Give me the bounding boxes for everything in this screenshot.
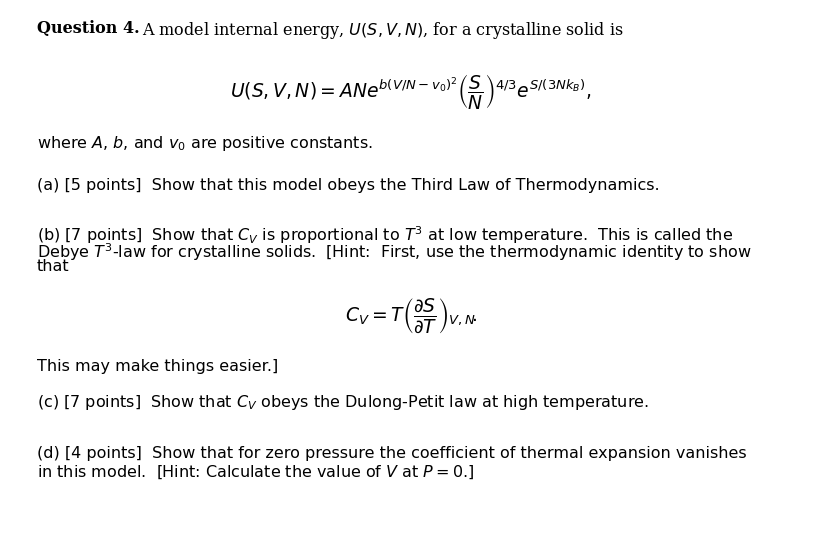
Text: in this model.  [Hint: Calculate the value of $V$ at $P = 0$.]: in this model. [Hint: Calculate the valu… [37, 463, 474, 481]
Text: (c) [7 points]  Show that $C_V$ obeys the Dulong-Petit law at high temperature.: (c) [7 points] Show that $C_V$ obeys the… [37, 393, 649, 412]
Text: Question 4.: Question 4. [37, 20, 140, 36]
Text: A model internal energy, $U(S, V, N)$, for a crystalline solid is: A model internal energy, $U(S, V, N)$, f… [132, 20, 623, 41]
Text: where $A$, $b$, and $v_0$ are positive constants.: where $A$, $b$, and $v_0$ are positive c… [37, 134, 372, 153]
Text: Debye $T^3$-law for crystalline solids.  [Hint:  First, use the thermodynamic id: Debye $T^3$-law for crystalline solids. … [37, 242, 751, 263]
Text: that: that [37, 259, 70, 274]
Text: $C_V = T \left(\dfrac{\partial S}{\partial T}\right)_{V,N}\!.$: $C_V = T \left(\dfrac{\partial S}{\parti… [344, 296, 478, 335]
Text: $U(S, V, N) = ANe^{b(V/N-v_0)^2} \left(\dfrac{S}{N}\right)^{4/3} e^{S/(3Nk_B)},$: $U(S, V, N) = ANe^{b(V/N-v_0)^2} \left(\… [230, 72, 592, 111]
Text: This may make things easier.]: This may make things easier.] [37, 359, 278, 374]
Text: (b) [7 points]  Show that $C_V$ is proportional to $T^3$ at low temperature.  Th: (b) [7 points] Show that $C_V$ is propor… [37, 224, 733, 246]
Text: (a) [5 points]  Show that this model obeys the Third Law of Thermodynamics.: (a) [5 points] Show that this model obey… [37, 178, 659, 194]
Text: (d) [4 points]  Show that for zero pressure the coefficient of thermal expansion: (d) [4 points] Show that for zero pressu… [37, 446, 746, 461]
